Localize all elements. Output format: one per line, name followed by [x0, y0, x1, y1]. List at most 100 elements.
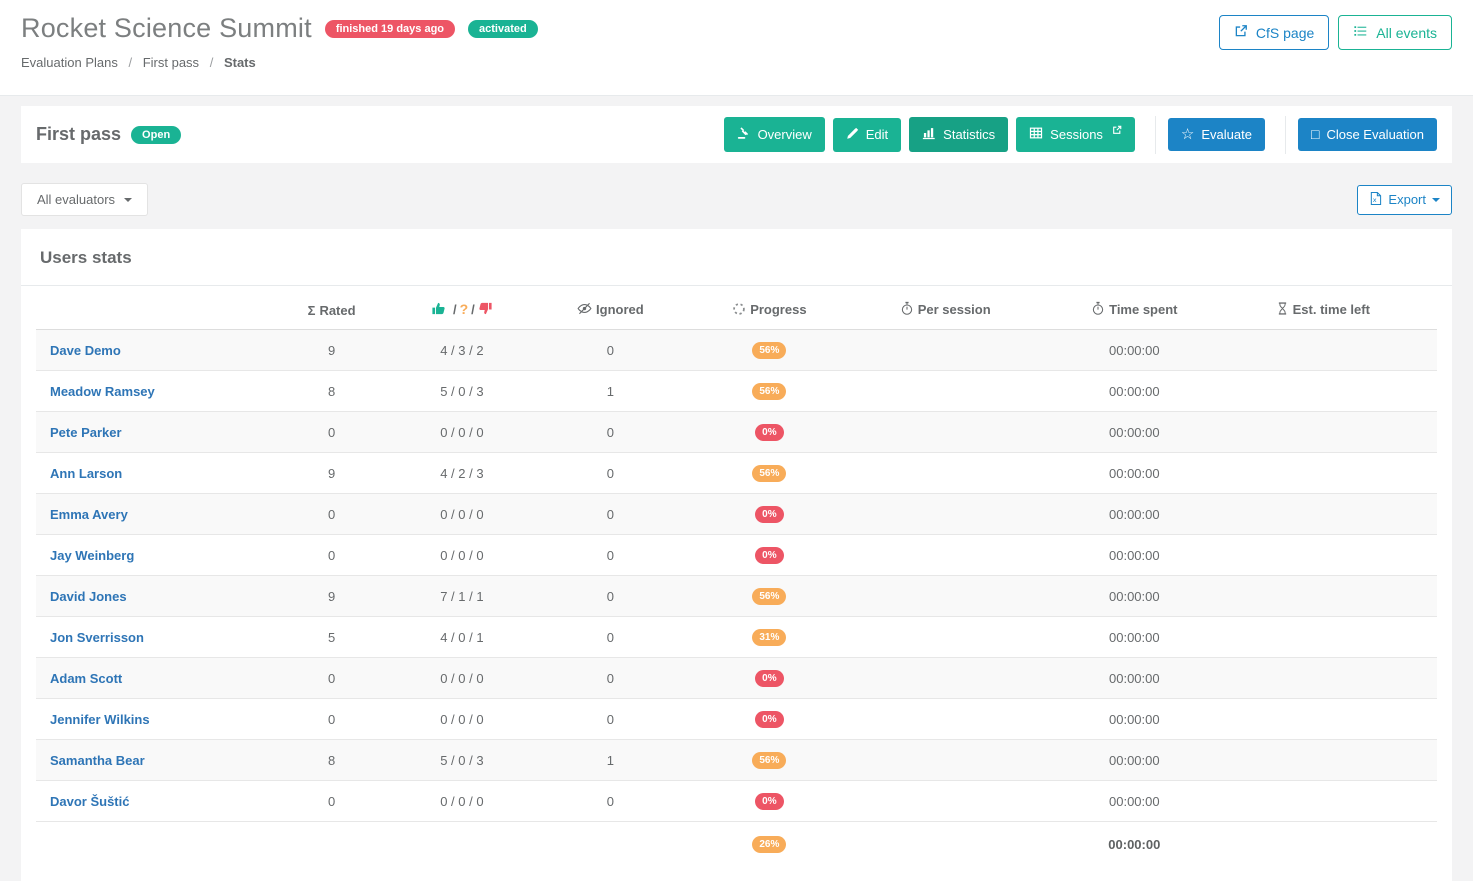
per-session-cell	[830, 411, 1061, 453]
close-evaluation-button[interactable]: □ Close Evaluation	[1297, 118, 1437, 151]
export-label: Export	[1388, 192, 1426, 207]
votes-cell: 4 / 3 / 2	[411, 329, 513, 371]
user-name-link[interactable]: Jay Weinberg	[50, 547, 135, 563]
progress-cell: 0%	[708, 411, 831, 453]
all-events-button[interactable]: All events	[1338, 15, 1452, 50]
rated-cell: 0	[251, 780, 412, 822]
rated-cell: 9	[251, 452, 412, 494]
top-header: Rocket Science Summit finished 19 days a…	[0, 0, 1473, 96]
column-name	[36, 290, 252, 330]
user-name-link[interactable]: Davor Šuštić	[50, 793, 130, 809]
table-row: Dave Demo 9 4 / 3 / 2 0 56% 00:00:00	[36, 329, 1437, 371]
column-votes: /? /	[411, 290, 513, 330]
est-time-left-cell	[1208, 370, 1437, 412]
ignored-cell: 0	[512, 698, 709, 740]
table-row: Adam Scott 0 0 / 0 / 0 0 0% 00:00:00	[36, 657, 1437, 699]
evaluators-dropdown-label: All evaluators	[37, 192, 116, 207]
table-row: Jennifer Wilkins 0 0 / 0 / 0 0 0% 00:00:…	[36, 698, 1437, 740]
table-row: Meadow Ramsey 8 5 / 0 / 3 1 56% 00:00:00	[36, 370, 1437, 412]
user-name-link[interactable]: Emma Avery	[50, 506, 128, 522]
user-name-link[interactable]: Jon Sverrisson	[50, 629, 144, 645]
progress-badge: 31%	[752, 629, 787, 646]
overview-label: Overview	[757, 127, 812, 142]
evaluators-dropdown[interactable]: All evaluators	[21, 183, 149, 216]
est-time-left-cell	[1208, 493, 1437, 535]
total-progress-badge: 26%	[752, 836, 787, 853]
votes-cell: 0 / 0 / 0	[411, 493, 513, 535]
user-name-link[interactable]: David Jones	[50, 588, 127, 604]
user-name-link[interactable]: Dave Demo	[50, 342, 121, 358]
table-row: Davor Šuštić 0 0 / 0 / 0 0 0% 00:00:00	[36, 780, 1437, 822]
breadcrumb-stats: Stats	[223, 55, 256, 70]
user-name-link[interactable]: Ann Larson	[50, 465, 123, 481]
thumbs-down-icon	[478, 301, 493, 319]
progress-badge: 56%	[752, 588, 787, 605]
breadcrumb-first-pass[interactable]: First pass	[142, 55, 200, 70]
user-name-link[interactable]: Adam Scott	[50, 670, 123, 686]
spinner-icon	[732, 302, 746, 319]
button-divider	[1284, 115, 1286, 154]
plan-title-group: First pass Open	[36, 124, 182, 145]
column-rated: Σ Rated	[251, 290, 412, 330]
per-session-cell	[830, 493, 1061, 535]
time-spent-cell: 00:00:00	[1060, 616, 1209, 658]
votes-cell: 5 / 0 / 3	[411, 739, 513, 781]
cfs-page-button[interactable]: CfS page	[1218, 15, 1330, 50]
per-session-cell	[830, 575, 1061, 617]
est-time-left-cell	[1208, 452, 1437, 494]
time-spent-cell: 00:00:00	[1060, 452, 1209, 494]
table-row: David Jones 9 7 / 1 / 1 0 56% 00:00:00	[36, 575, 1437, 617]
user-name-link[interactable]: Pete Parker	[50, 424, 122, 440]
external-link-icon	[1112, 123, 1122, 138]
footer-rated-cell	[252, 822, 412, 867]
overview-button[interactable]: Overview	[723, 117, 825, 152]
statistics-button[interactable]: Statistics	[909, 117, 1009, 152]
time-spent-cell: 00:00:00	[1060, 780, 1209, 822]
evaluate-button[interactable]: ☆ Evaluate	[1167, 118, 1265, 151]
thumbs-up-icon	[431, 301, 446, 319]
edit-button[interactable]: Edit	[832, 117, 902, 152]
statistics-label: Statistics	[943, 127, 996, 142]
sessions-label: Sessions	[1050, 127, 1103, 142]
sessions-button[interactable]: Sessions	[1016, 117, 1135, 152]
breadcrumb: Evaluation Plans / First pass / Stats	[21, 55, 538, 70]
column-per-session: Per session	[830, 290, 1061, 330]
progress-cell: 56%	[708, 452, 831, 494]
progress-cell: 0%	[708, 493, 831, 535]
user-name-link[interactable]: Samantha Bear	[50, 752, 145, 768]
breadcrumb-evaluation-plans[interactable]: Evaluation Plans	[21, 55, 118, 70]
caret-down-icon	[124, 198, 133, 202]
rated-cell: 0	[251, 534, 412, 576]
users-stats-table: Σ Rated /? / Ignored	[36, 290, 1437, 866]
per-session-cell	[830, 370, 1061, 412]
page-title: Rocket Science Summit	[21, 13, 312, 43]
open-status-badge: Open	[131, 125, 182, 144]
footer-votes-cell	[411, 822, 512, 867]
ignored-cell: 0	[512, 411, 709, 453]
rated-cell: 9	[251, 329, 412, 371]
cfs-page-label: CfS page	[1255, 24, 1315, 41]
ignored-cell: 0	[512, 452, 709, 494]
ignored-cell: 1	[512, 739, 709, 781]
progress-badge: 0%	[755, 506, 784, 523]
ignored-cell: 0	[512, 493, 709, 535]
user-name-link[interactable]: Jennifer Wilkins	[50, 711, 150, 727]
list-icon	[1353, 24, 1368, 41]
progress-badge: 56%	[752, 342, 787, 359]
export-button[interactable]: x Export	[1357, 184, 1452, 215]
svg-text:x: x	[1373, 196, 1377, 204]
progress-badge: 0%	[755, 424, 784, 441]
est-time-left-cell	[1208, 739, 1437, 781]
rated-cell: 0	[251, 411, 412, 453]
eye-slash-icon	[577, 301, 592, 319]
time-spent-cell: 00:00:00	[1060, 575, 1209, 617]
table-footer-row: 26% 00:00:00	[36, 822, 1437, 867]
time-spent-cell: 00:00:00	[1060, 698, 1209, 740]
rated-cell: 5	[251, 616, 412, 658]
users-table-body: Dave Demo 9 4 / 3 / 2 0 56% 00:00:00 Mea…	[36, 329, 1437, 822]
button-divider	[1154, 115, 1156, 154]
rated-cell: 8	[251, 370, 412, 412]
table-row: Ann Larson 9 4 / 2 / 3 0 56% 00:00:00	[36, 452, 1437, 494]
footer-progress-cell: 26%	[708, 822, 830, 867]
user-name-link[interactable]: Meadow Ramsey	[50, 383, 155, 399]
